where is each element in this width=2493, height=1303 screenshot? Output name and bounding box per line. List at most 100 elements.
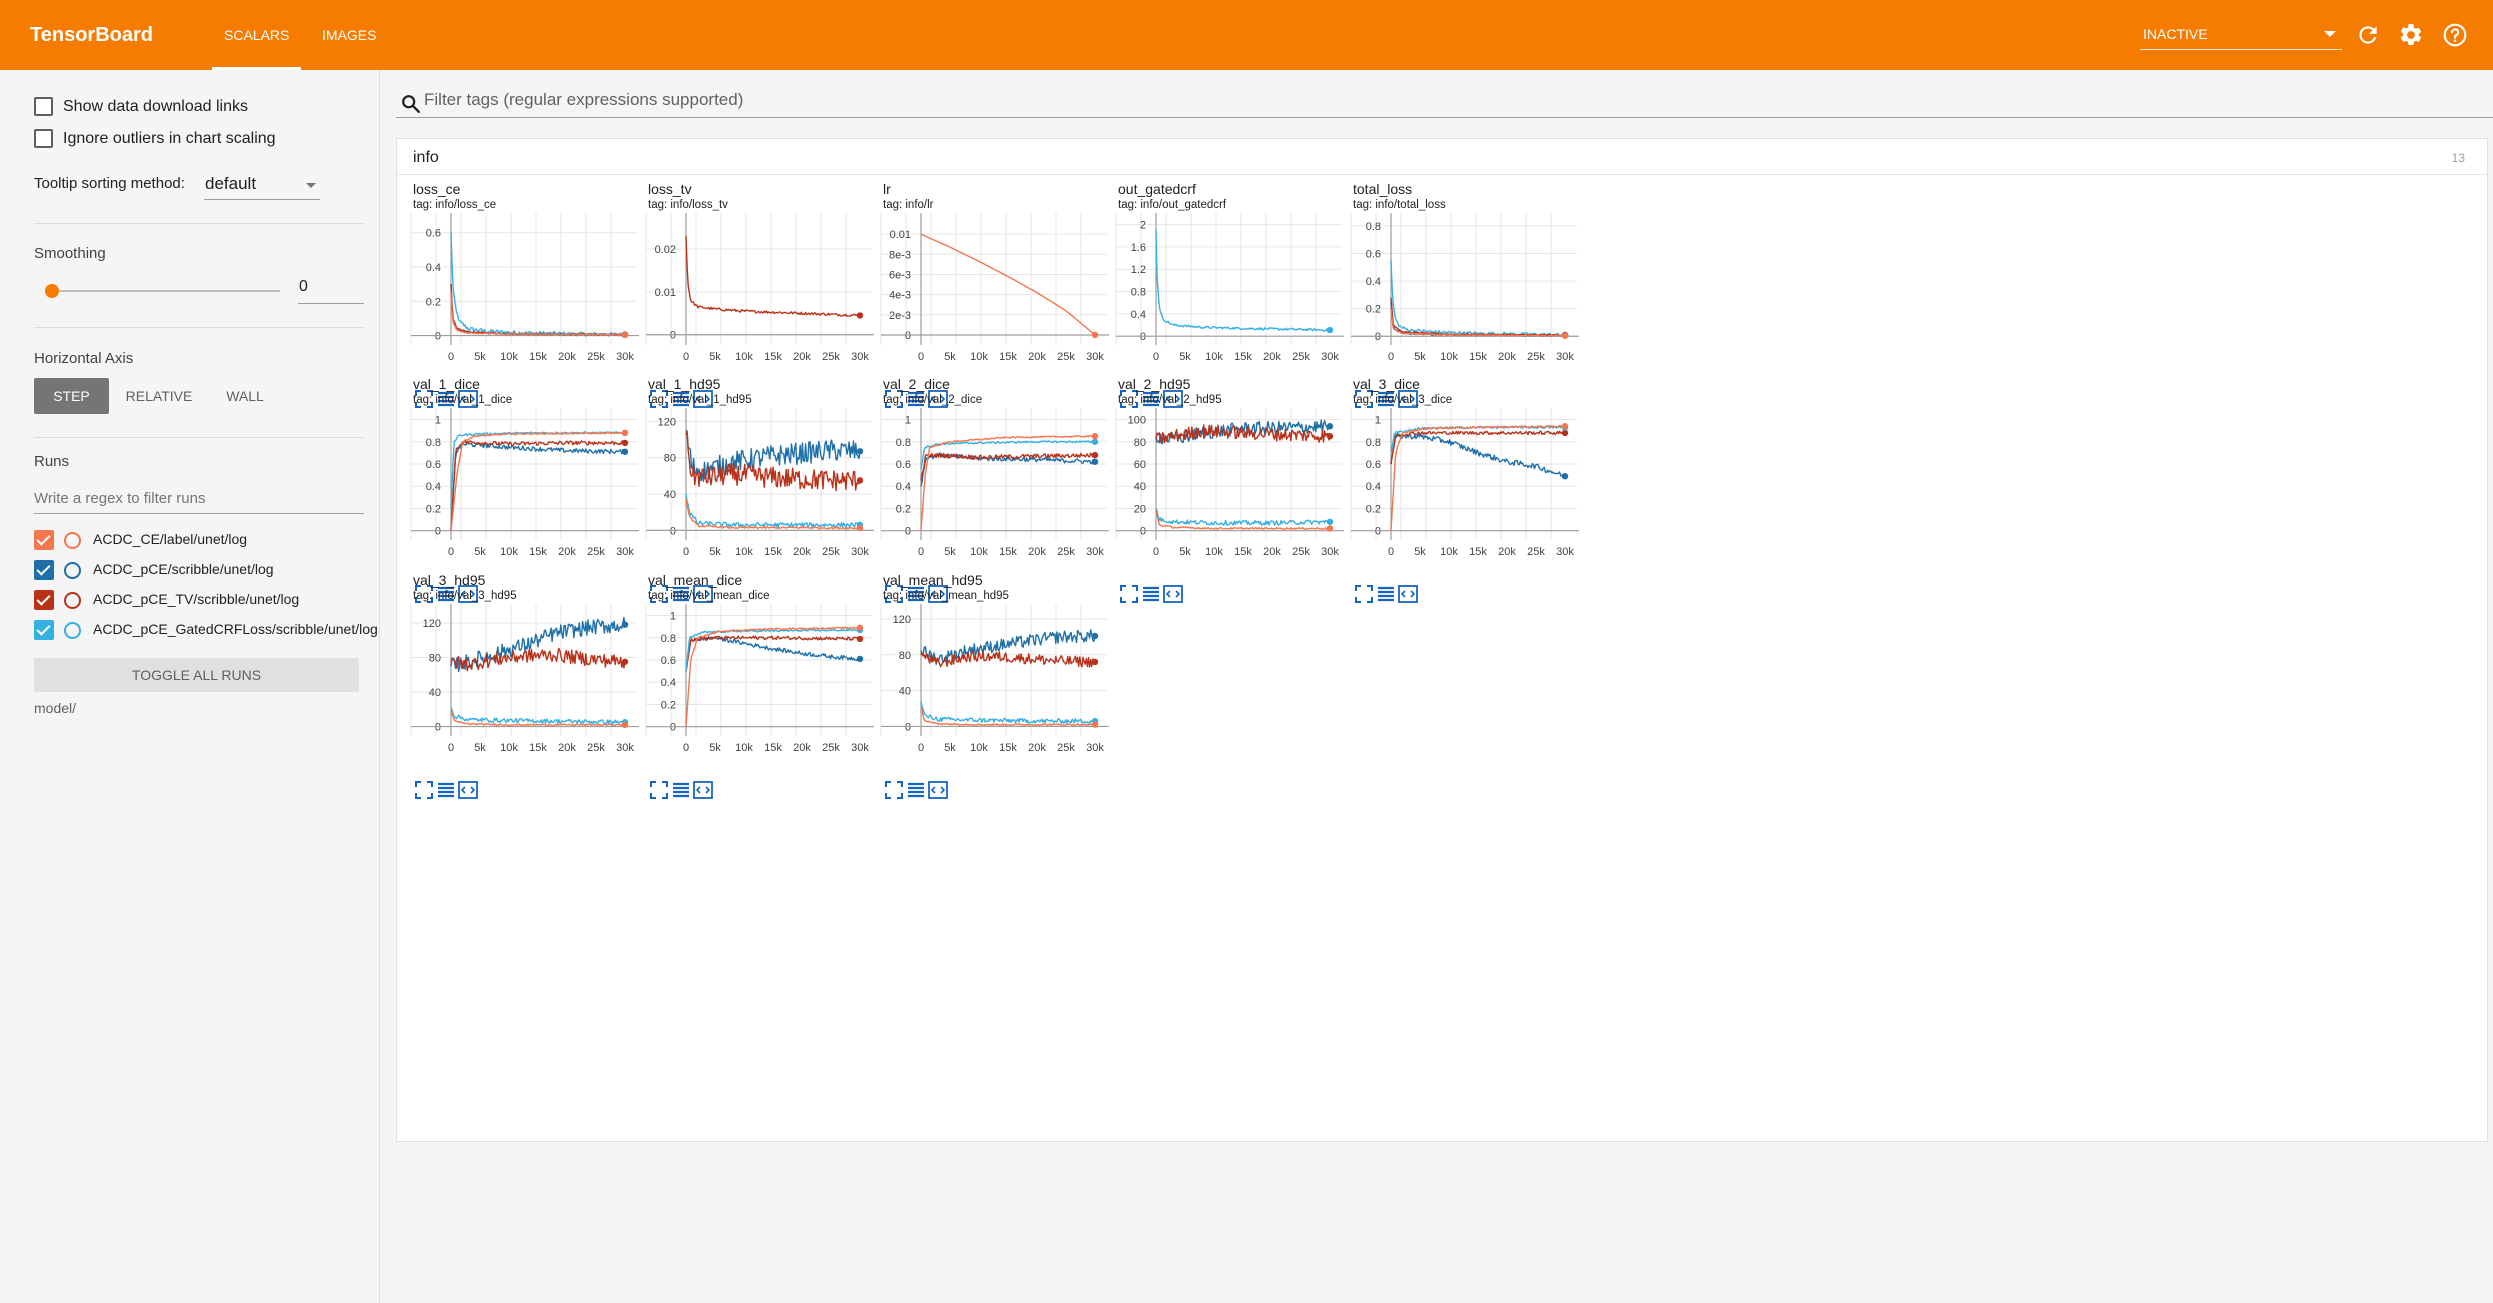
checkbox-box[interactable]: [34, 97, 53, 116]
expand-chart-icon[interactable]: [883, 779, 905, 801]
axis-step-button[interactable]: STEP: [34, 378, 109, 414]
inactive-dashboard-select[interactable]: INACTIVE: [2140, 18, 2342, 50]
series-line: [920, 629, 1096, 665]
chart-svg[interactable]: 0 0.2 0.4 0.6 0.8 1 0 5k 10k 15k 20k 25k 30k: [1337, 314, 1711, 582]
x-tick-label: 30k: [1086, 742, 1104, 754]
smoothing-input[interactable]: 0: [298, 270, 364, 304]
toggle-y-log-scale-icon[interactable]: [1140, 388, 1162, 410]
expand-chart-icon[interactable]: [1353, 583, 1375, 605]
fit-domain-icon[interactable]: [1162, 583, 1184, 605]
x-tick-label: 20k: [558, 742, 576, 754]
fit-domain-icon[interactable]: [927, 779, 949, 801]
chart-svg[interactable]: 0 0.01 0.02 0 5k 10k 15k 20k 25k 30k: [632, 119, 1006, 387]
show-download-links-checkbox[interactable]: Show data download links: [34, 97, 248, 116]
checkbox-box[interactable]: [34, 129, 53, 148]
chart-svg[interactable]: 0 0.2 0.4 0.6 0.8 0 5k 10k 15k 20k 25k 30k: [1337, 119, 1711, 387]
fit-domain-icon[interactable]: [1162, 388, 1184, 410]
expand-chart-icon[interactable]: [1353, 388, 1375, 410]
smoothing-slider-track[interactable]: [52, 290, 280, 292]
chart-svg[interactable]: 0 0.2 0.4 0.6 0 5k 10k 15k 20k 25k 30k: [397, 119, 771, 387]
fit-domain-icon[interactable]: [1397, 583, 1419, 605]
expand-chart-icon[interactable]: [883, 583, 905, 605]
runs-filter-input[interactable]: Write a regex to filter runs: [34, 484, 364, 514]
x-tick-label: 30k: [1086, 546, 1104, 558]
toggle-y-log-scale-icon[interactable]: [435, 388, 457, 410]
settings-icon[interactable]: [2398, 22, 2424, 48]
fit-domain-icon[interactable]: [457, 388, 479, 410]
tooltip-sorting-select[interactable]: default: [204, 170, 320, 200]
axis-relative-button[interactable]: RELATIVE: [125, 388, 193, 404]
x-tick-label: 0: [918, 742, 924, 754]
run-checkbox[interactable]: [34, 590, 54, 610]
run-checkbox[interactable]: [34, 560, 54, 580]
run-checkbox[interactable]: [34, 620, 54, 640]
expand-chart-icon[interactable]: [648, 583, 670, 605]
refresh-icon[interactable]: [2355, 22, 2381, 48]
expand-chart-icon[interactable]: [883, 388, 905, 410]
fit-domain-icon[interactable]: [927, 583, 949, 605]
expand-chart-icon[interactable]: [1118, 388, 1140, 410]
tab-scalars[interactable]: SCALARS: [212, 0, 302, 70]
x-tick-label: 5k: [1414, 546, 1426, 558]
tag-filter-input[interactable]: Filter tags (regular expressions support…: [396, 88, 2493, 118]
chart-svg[interactable]: 0 0.2 0.4 0.6 0.8 1 0 5k 10k 15k 20k 25k 30k: [397, 314, 771, 582]
help-icon[interactable]: [2442, 22, 2468, 48]
expand-chart-icon[interactable]: [648, 388, 670, 410]
toggle-y-log-scale-icon[interactable]: [670, 779, 692, 801]
toggle-y-log-scale-icon[interactable]: [1140, 583, 1162, 605]
fit-domain-icon[interactable]: [1397, 388, 1419, 410]
run-color-swatch[interactable]: [64, 592, 81, 609]
fit-domain-icon[interactable]: [692, 779, 714, 801]
tab-images[interactable]: IMAGES: [322, 27, 377, 43]
expand-chart-icon[interactable]: [413, 583, 435, 605]
category-header[interactable]: info 13: [397, 139, 2487, 175]
x-tick-label: 10k: [500, 546, 518, 558]
toggle-all-runs-button[interactable]: TOGGLE ALL RUNS: [34, 658, 359, 692]
toggle-y-log-scale-icon[interactable]: [1375, 388, 1397, 410]
fit-domain-icon[interactable]: [927, 388, 949, 410]
axis-wall-button[interactable]: WALL: [226, 388, 264, 404]
series-line: [1390, 308, 1566, 337]
fit-domain-icon[interactable]: [692, 388, 714, 410]
run-item[interactable]: ACDC_pCE_GatedCRFLoss/scribble/unet/log: [34, 620, 378, 640]
toggle-y-log-scale-icon[interactable]: [435, 583, 457, 605]
toggle-y-log-scale-icon[interactable]: [905, 388, 927, 410]
inactive-select-label: INACTIVE: [2143, 26, 2208, 42]
smoothing-slider-knob[interactable]: [45, 284, 59, 298]
toggle-y-log-scale-icon[interactable]: [905, 583, 927, 605]
run-item[interactable]: ACDC_pCE_TV/scribble/unet/log: [34, 590, 363, 610]
expand-chart-icon[interactable]: [413, 388, 435, 410]
fit-domain-icon[interactable]: [457, 583, 479, 605]
chart-title: lr: [883, 181, 891, 197]
expand-chart-icon[interactable]: [648, 779, 670, 801]
run-color-swatch[interactable]: [64, 622, 81, 639]
expand-chart-icon[interactable]: [1118, 583, 1140, 605]
ignore-outliers-checkbox[interactable]: Ignore outliers in chart scaling: [34, 129, 276, 148]
run-color-swatch[interactable]: [64, 562, 81, 579]
series-end-point: [856, 655, 864, 663]
series-end-point: [1091, 438, 1099, 445]
run-item[interactable]: ACDC_pCE/scribble/unet/log: [34, 560, 363, 580]
fit-domain-icon[interactable]: [692, 583, 714, 605]
chart-svg[interactable]: 0 0.4 0.8 1.2 1.6 2 0 5k 10k 15k 20k 25k 30k: [1102, 119, 1476, 387]
run-color-swatch[interactable]: [64, 532, 81, 549]
toggle-y-log-scale-icon[interactable]: [905, 779, 927, 801]
toggle-y-log-scale-icon[interactable]: [435, 779, 457, 801]
x-tick-label: 25k: [822, 546, 840, 558]
chart-svg[interactable]: 02e-34e-36e-38e-30.010 5k 10k 15k 20k 25k 30k: [867, 119, 1241, 387]
toggle-y-log-scale-icon[interactable]: [670, 583, 692, 605]
series-line: [685, 493, 861, 528]
chart-svg[interactable]: 0 0.2 0.4 0.6 0.8 1 0 5k 10k 15k 20k 25k 30k: [632, 510, 1006, 778]
run-item[interactable]: ACDC_CE/label/unet/log: [34, 530, 363, 550]
toggle-y-log-scale-icon[interactable]: [670, 388, 692, 410]
y-tick-label: 0: [1375, 331, 1381, 343]
toggle-y-log-scale-icon[interactable]: [1375, 583, 1397, 605]
run-checkbox[interactable]: [34, 530, 54, 550]
fit-domain-icon[interactable]: [457, 779, 479, 801]
chart-svg[interactable]: 0 0.2 0.4 0.6 0.8 1 0 5k 10k 15k 20k 25k 30k: [867, 314, 1241, 582]
expand-chart-icon[interactable]: [413, 779, 435, 801]
